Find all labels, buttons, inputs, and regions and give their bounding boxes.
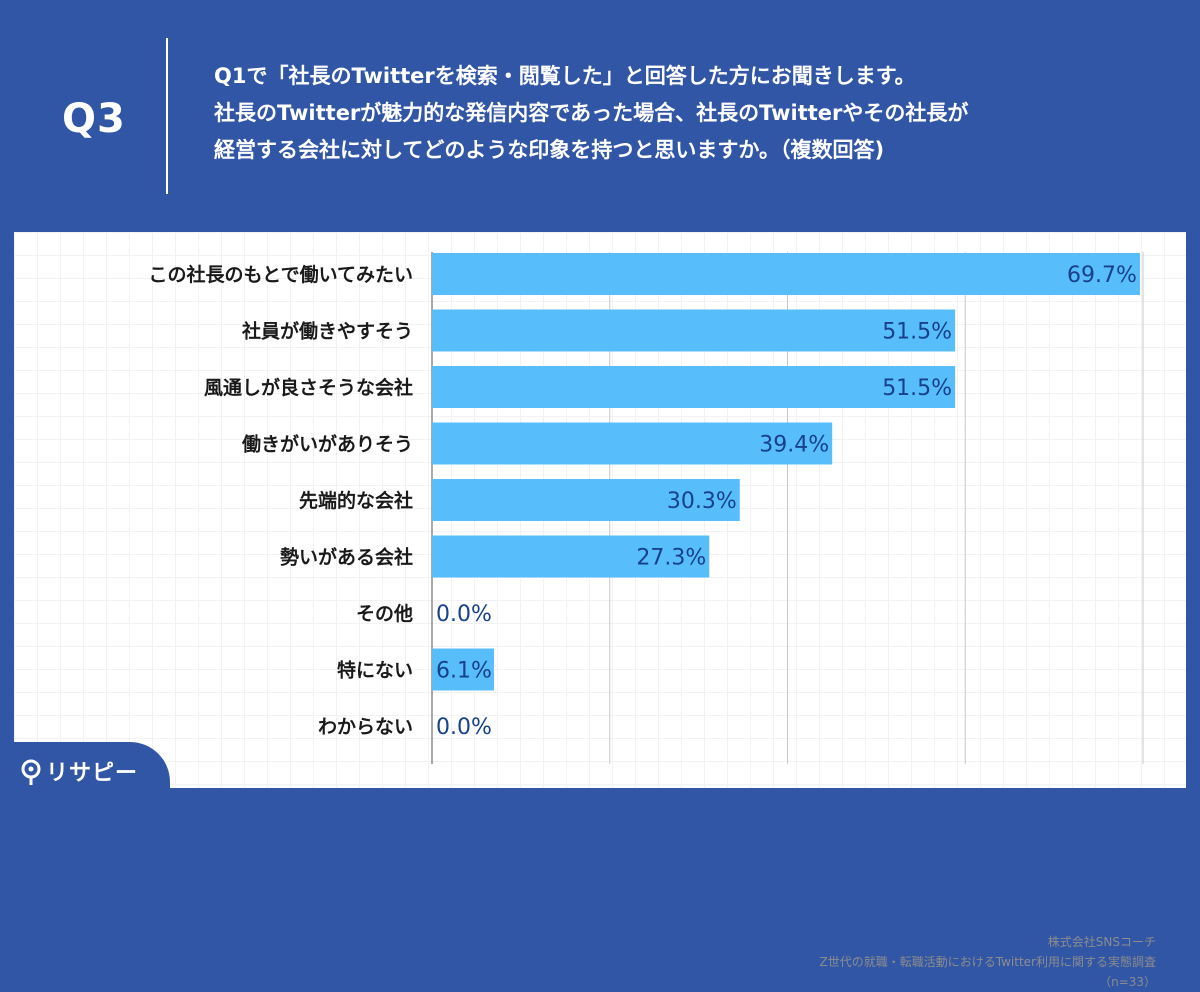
value-label: 0.0% [436, 602, 492, 627]
logo-text: リサピー [46, 761, 139, 786]
bar [432, 253, 1140, 295]
question-text: Q1で「社長のTwitterを検索・閲覧した」と回答した方にお聞きします。 社長… [214, 58, 968, 169]
question-line-2: 社長のTwitterが魅力的な発信内容であった場合、社長のTwitterやその社… [214, 101, 969, 125]
category-label: わからない [318, 716, 413, 738]
value-label: 51.5% [882, 320, 952, 345]
bar-chart: この社長のもとで働いてみたい 69.7% 社員が働きやすそう 51.5% 風通しが良さそ… [149, 252, 1144, 764]
source-survey: Z世代の就職・転職活動におけるTwitter利用に関する実態調査 [819, 955, 1156, 969]
source-note: 株式会社SNSコーチ Z世代の就職・転職活動におけるTwitter利用に関する実… [820, 932, 1156, 992]
category-label: 働きがいがありそう [241, 433, 413, 456]
source-company: 株式会社SNSコーチ [1047, 935, 1156, 949]
category-label: 先端的な会社 [299, 489, 413, 512]
category-label: 社員が働きやすそう [241, 320, 413, 343]
bar [432, 535, 710, 578]
value-label: 30.3% [667, 489, 737, 514]
value-label: 51.5% [882, 376, 952, 401]
location-pin-icon [21, 759, 41, 785]
chart-panel: この社長のもとで働いてみたい 69.7% 社員が働きやすそう 51.5% 風通しが良さそ… [14, 232, 1186, 989]
value-label: 6.1% [436, 659, 492, 684]
bar [432, 648, 494, 691]
category-label: この社長のもとで働いてみたい [149, 263, 413, 286]
bar [432, 422, 833, 465]
header: Q3 Q1で「社長のTwitterを検索・閲覧した」と回答した方にお聞きします。… [0, 0, 1200, 232]
category-label: 風通しが良さそうな会社 [204, 376, 413, 399]
category-label: 勢いがある会社 [280, 546, 413, 569]
question-line-3: 経営する会社に対してどのような印象を持つと思いますか。（複数回答) [214, 138, 885, 162]
brand-logo: リサピー [0, 742, 170, 800]
value-label: 0.0% [436, 715, 492, 740]
bar [432, 309, 956, 352]
bar [432, 479, 740, 521]
bar [432, 366, 956, 408]
category-label: その他 [356, 602, 413, 625]
question-number: Q3 [62, 96, 126, 142]
value-label: 69.7% [1067, 263, 1137, 288]
source-sample: （n=33） [1099, 975, 1156, 989]
question-line-1: Q1で「社長のTwitterを検索・閲覧した」と回答した方にお聞きします。 [214, 64, 916, 88]
header-divider [166, 38, 168, 194]
category-label: 特にない [337, 660, 413, 682]
value-label: 27.3% [636, 546, 706, 571]
value-label: 39.4% [759, 433, 829, 458]
